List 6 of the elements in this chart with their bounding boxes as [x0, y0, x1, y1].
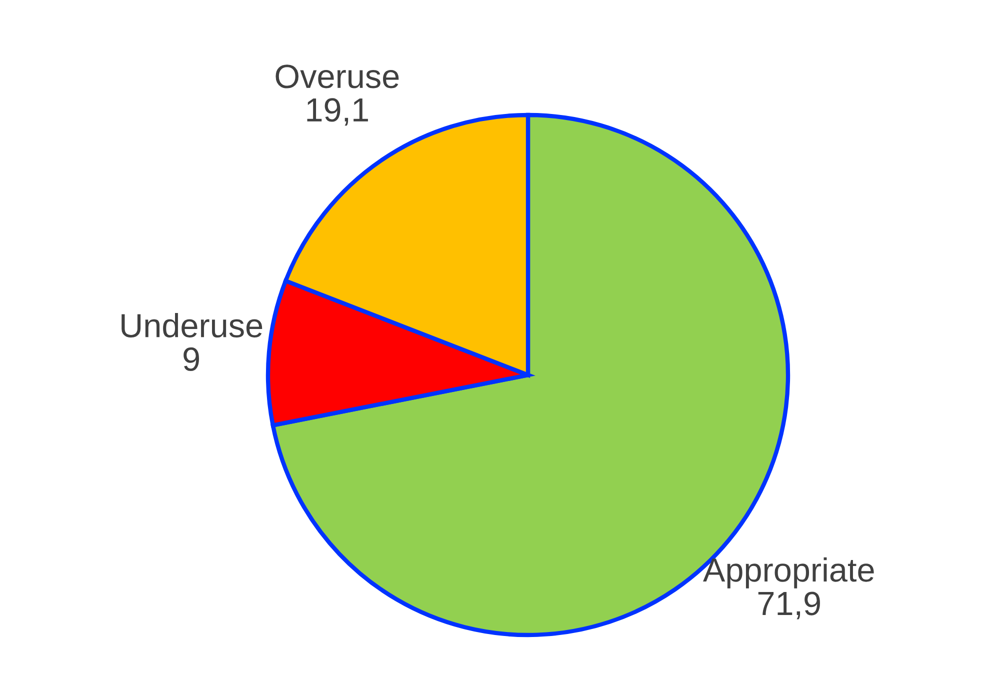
slice-label: Appropriate [703, 557, 874, 588]
data-label: 19,1 [307, 98, 368, 126]
slice-label: Underuse [122, 313, 262, 338]
slice-label: Overuse [276, 64, 399, 88]
data-label: 71,9 [758, 592, 820, 620]
data-label: 9 [184, 347, 199, 371]
